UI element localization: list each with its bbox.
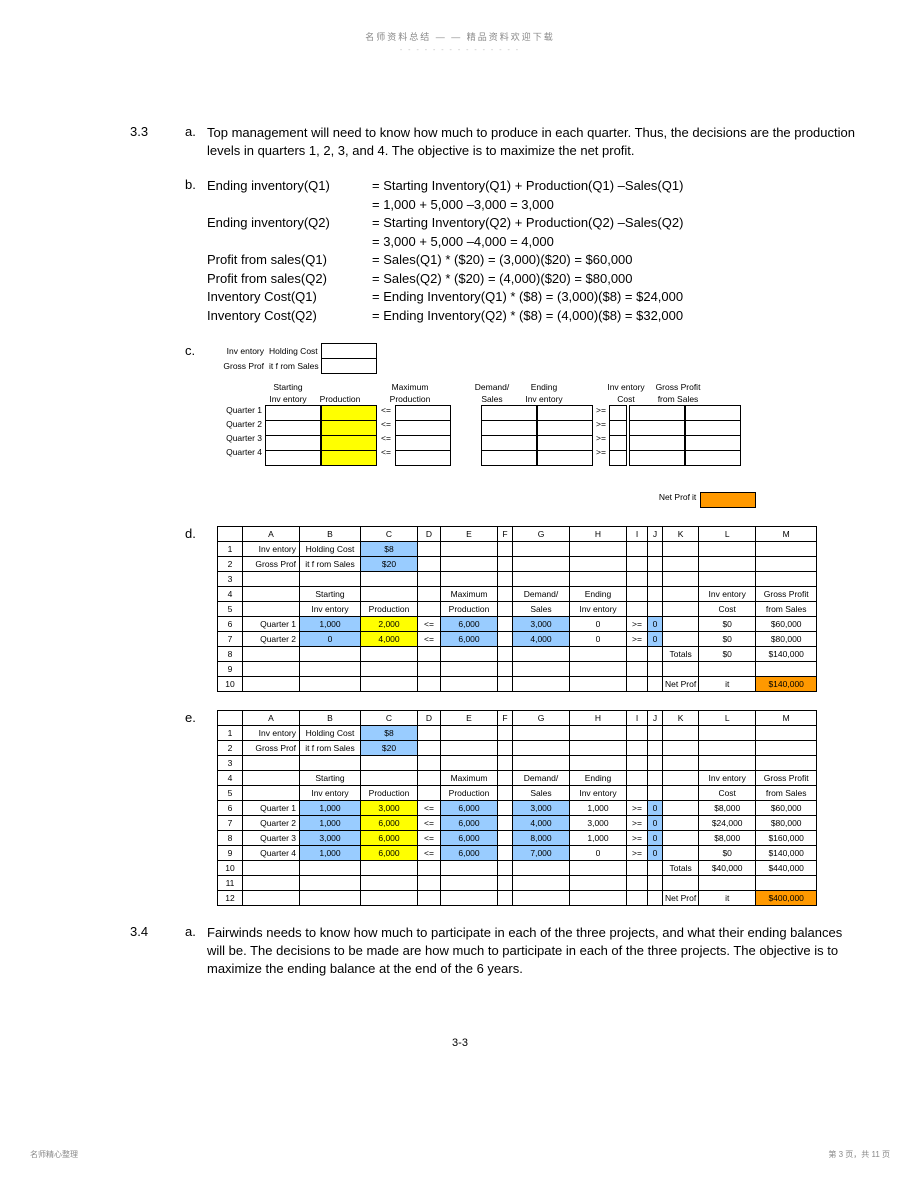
eq-val: = Ending Inventory(Q2) * ($8) = (4,000)(… <box>372 307 860 325</box>
footer-right: 第 3 页，共 11 页 <box>828 1149 890 1160</box>
eq-label: Inventory Cost(Q2) <box>207 307 372 325</box>
eq-val: = Starting Inventory(Q1) + Production(Q1… <box>372 177 860 195</box>
page-number: 3-3 <box>40 1037 880 1049</box>
eq-label: Inventory Cost(Q1) <box>207 288 372 306</box>
q33-a-letter: a. <box>185 124 207 139</box>
q34-num: 3.4 <box>130 924 185 939</box>
eq-label: Ending inventory(Q1) <box>207 177 372 195</box>
eq-val: = Sales(Q2) * ($20) = (4,000)($20) = $80… <box>372 270 860 288</box>
q34-a-letter: a. <box>185 924 207 939</box>
eq-val: = 1,000 + 5,000 –3,000 = 3,000 <box>372 196 860 214</box>
eq-val: = Sales(Q1) * ($20) = (3,000)($20) = $60… <box>372 251 860 269</box>
eq-label <box>207 196 372 214</box>
q33-b-letter: b. <box>185 177 207 192</box>
q33-c-letter: c. <box>185 343 207 358</box>
q34-a-text: Fairwinds needs to know how much to part… <box>207 924 860 977</box>
eq-label: Profit from sales(Q1) <box>207 251 372 269</box>
footer-left: 名师精心整理 <box>30 1149 78 1160</box>
eq-label: Profit from sales(Q2) <box>207 270 372 288</box>
spreadsheet-d: ABCDEFGHIJKLM1Inv entoryHolding Cost$82G… <box>217 526 817 692</box>
template-c: Inv entory Holding Cost Gross Prof it f … <box>207 343 860 508</box>
eq-val: = Ending Inventory(Q1) * ($8) = (3,000)(… <box>372 288 860 306</box>
header-dashes: - - - - - - - - - - - - - - - <box>40 47 880 54</box>
eq-label <box>207 233 372 251</box>
q33-num: 3.3 <box>130 124 185 139</box>
eq-val: = Starting Inventory(Q2) + Production(Q2… <box>372 214 860 232</box>
eq-val: = 3,000 + 5,000 –4,000 = 4,000 <box>372 233 860 251</box>
eq-label: Ending inventory(Q2) <box>207 214 372 232</box>
header-top: 名师资料总结 — — 精品资料欢迎下载 <box>40 30 880 43</box>
q33-e-letter: e. <box>185 710 207 725</box>
spreadsheet-e: ABCDEFGHIJKLM1Inv entoryHolding Cost$82G… <box>217 710 817 906</box>
q33-a-text: Top management will need to know how muc… <box>207 124 860 159</box>
q33-d-letter: d. <box>185 526 207 541</box>
